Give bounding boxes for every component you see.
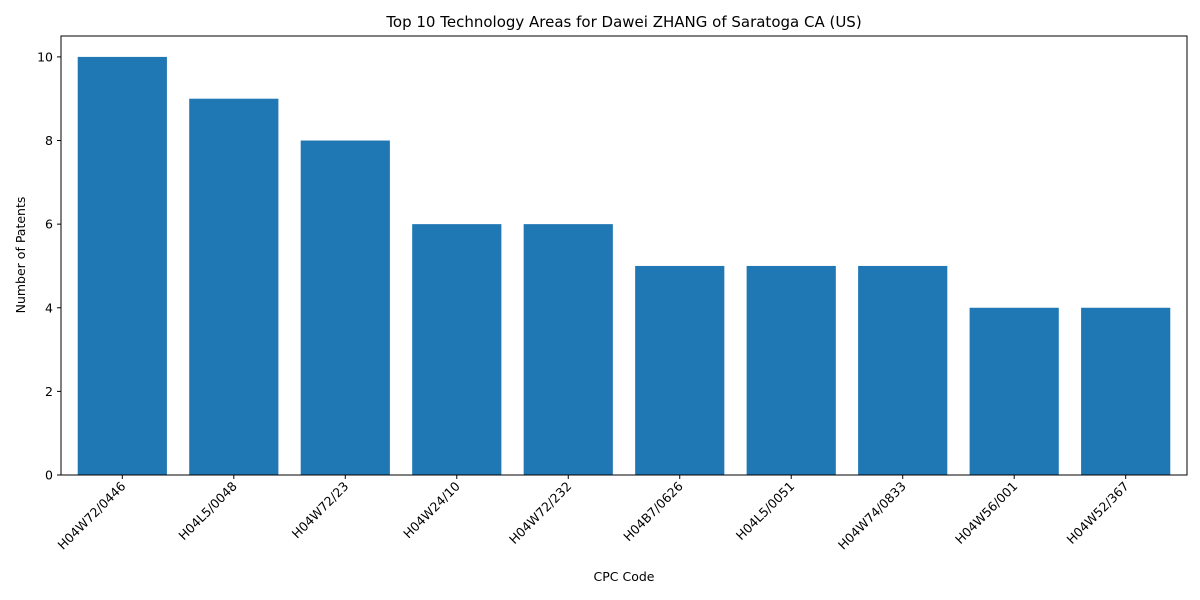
bars-group [78,57,1171,475]
y-axis: 0 2 4 6 8 10 [37,49,61,482]
x-tick-label: H04W72/232 [506,479,574,547]
bar-h04w56-001 [970,308,1059,475]
bar-h04w72-232 [524,224,613,475]
bar-h04b7-0626 [635,266,724,475]
bar-h04w24-10 [412,224,501,475]
x-tick-label: H04W74/0833 [835,479,909,553]
y-tick-label: 8 [45,133,53,148]
bar-h04w74-0833 [858,266,947,475]
y-tick-label: 10 [37,49,53,64]
x-axis-label: CPC Code [594,569,655,584]
x-tick-label: H04L5/0048 [175,478,240,543]
x-tick-label: H04L5/0051 [733,479,798,544]
y-axis-label: Number of Patents [13,197,28,314]
x-tick-label: H04W24/10 [400,478,463,541]
y-tick-label: 6 [45,217,53,232]
bar-h04w72-0446 [78,57,167,475]
bar-h04w52-367 [1081,308,1170,475]
x-tick-label: H04B7/0626 [620,478,686,544]
chart-title: Top 10 Technology Areas for Dawei ZHANG … [385,13,861,31]
bar-h04l5-0051 [747,266,836,475]
x-tick-label: H04W56/001 [952,479,1020,547]
x-axis: H04W72/0446 H04L5/0048 H04W72/23 H04W24/10 H… [54,475,1131,552]
bar-h04l5-0048 [189,99,278,475]
y-tick-label: 0 [45,468,53,483]
x-tick-label: H04W52/367 [1063,479,1131,547]
x-tick-label: H04W72/0446 [54,478,128,552]
bar-h04w72-23 [301,141,390,475]
y-tick-label: 4 [45,300,53,315]
y-tick-label: 2 [45,384,53,399]
x-tick-label: H04W72/23 [289,479,352,542]
